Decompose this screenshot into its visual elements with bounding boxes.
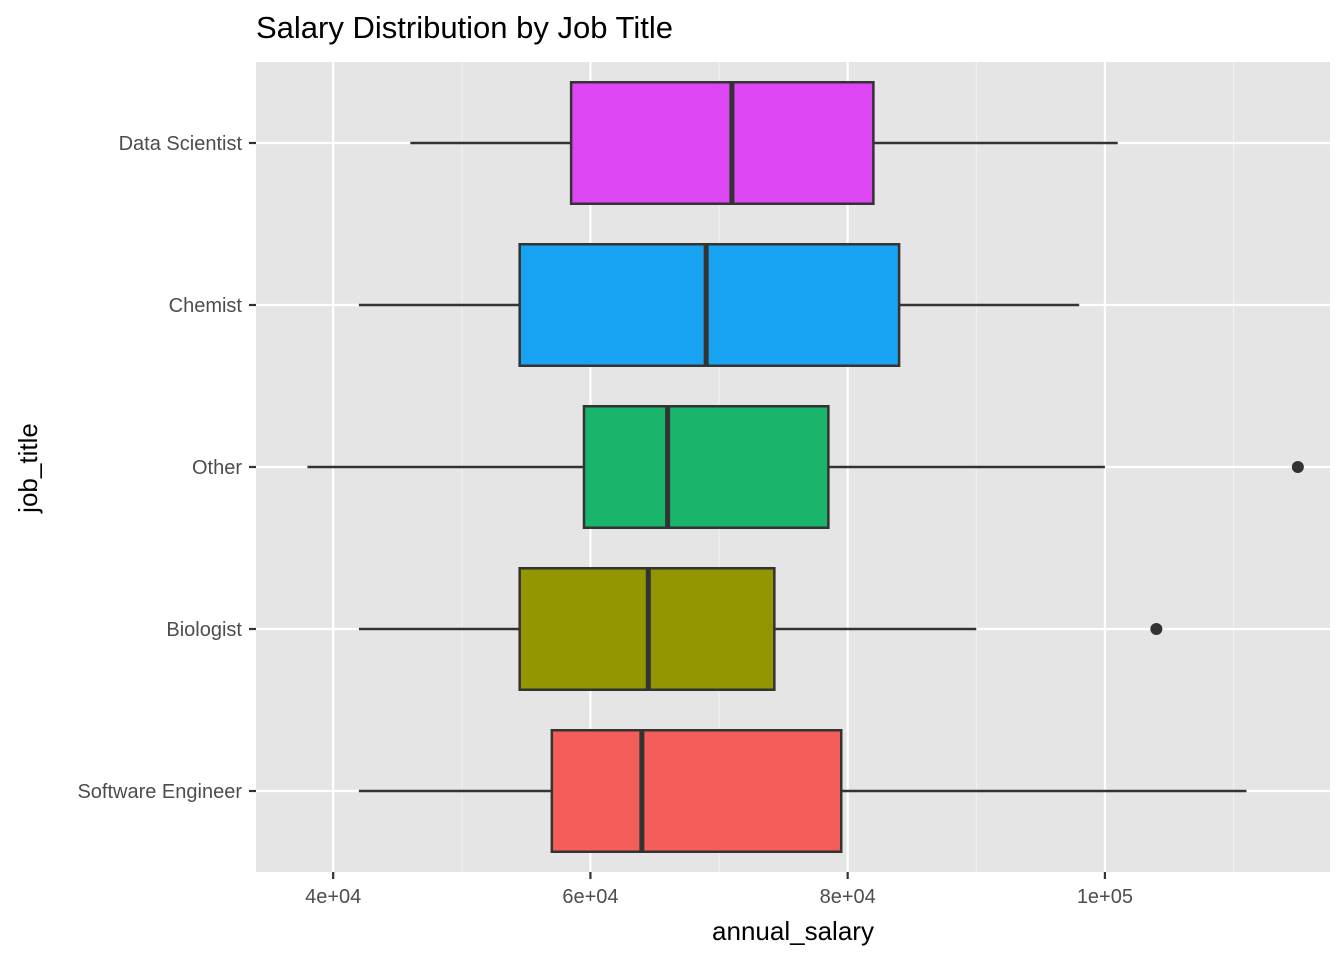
axes: Data Scientist Chemist Other Biologist Softw…	[77, 133, 1133, 908]
box-layer	[307, 81, 1304, 853]
x-tick-label: 6e+04	[562, 886, 618, 908]
x-tick-label: 1e+05	[1077, 886, 1133, 908]
y-tick-label: Other	[192, 457, 242, 479]
iqr-box	[569, 81, 875, 205]
box-chemist	[358, 243, 1080, 367]
y-tick-label: Software Engineer	[77, 781, 242, 803]
x-axis-title: annual_salary	[712, 916, 874, 946]
x-tick-label: 4e+04	[305, 886, 361, 908]
y-axis-title: job_title	[13, 423, 43, 514]
outlier-point	[1150, 623, 1163, 635]
outlier-point	[1291, 461, 1304, 473]
y-tick-label: Chemist	[169, 295, 243, 317]
box-biologist	[358, 567, 1163, 691]
iqr-box	[550, 729, 843, 853]
iqr-box	[582, 405, 830, 529]
chart-title: Salary Distribution by Job Title	[256, 10, 673, 45]
x-tick-label: 8e+04	[820, 886, 876, 908]
box-software-engineer	[358, 729, 1247, 853]
y-tick-label: Data Scientist	[119, 133, 243, 155]
iqr-box	[518, 243, 901, 367]
box-data-scientist	[410, 81, 1118, 205]
box-other	[307, 405, 1304, 529]
y-tick-label: Biologist	[166, 619, 242, 641]
